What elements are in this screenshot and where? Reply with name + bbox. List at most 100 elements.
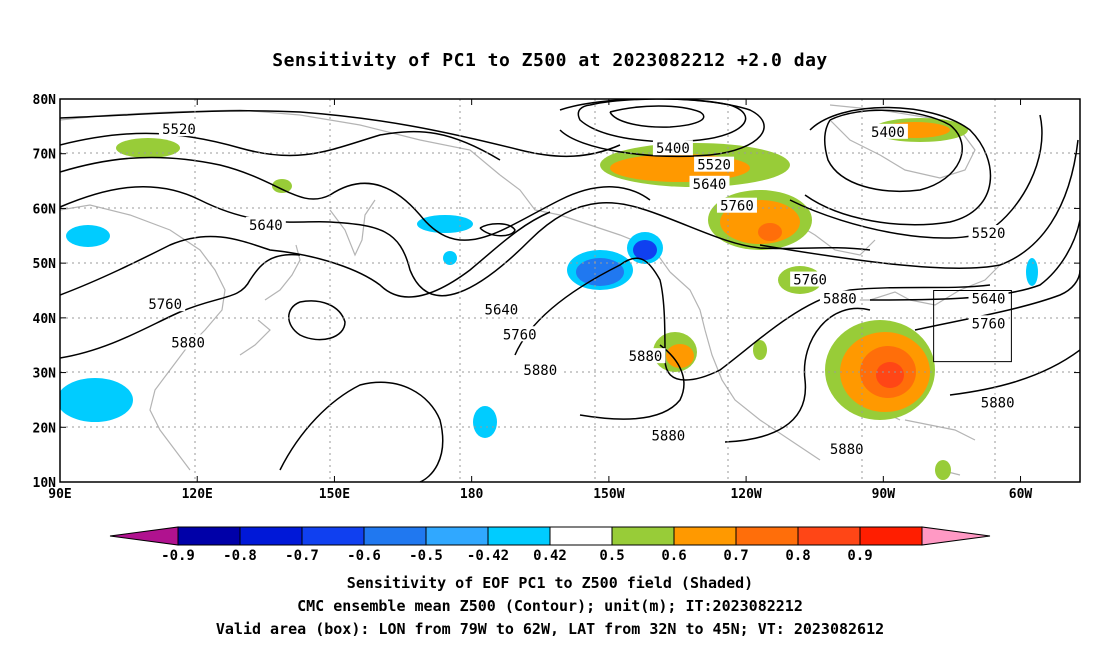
contour-label: 5640 xyxy=(245,216,286,234)
caption-line-2: CMC ensemble mean Z500 (Contour); unit(m… xyxy=(297,597,803,615)
contour-label-text: 5520 xyxy=(162,122,196,138)
contour-line xyxy=(579,344,685,420)
positive-region xyxy=(272,179,292,193)
axis-ticks xyxy=(59,98,1080,483)
contour-label: 5880 xyxy=(625,348,666,365)
colorbar-swatch xyxy=(177,526,241,546)
y-tick-label: 30N xyxy=(33,367,57,382)
contour-label: 5880 xyxy=(826,441,867,458)
contour-line xyxy=(724,307,871,443)
colorbar-swatch xyxy=(239,526,303,546)
colorbar-label: 0.7 xyxy=(723,548,748,564)
colorbar: -0.9 -0.8 -0.7 -0.6 -0.5 -0.42 0.42 0.5 0.6 0.7 0.… xyxy=(109,526,991,564)
contour-line xyxy=(60,185,871,297)
contour-label: 5760 xyxy=(790,271,831,289)
coastline-greenland xyxy=(829,104,976,179)
contour-label: 5760 xyxy=(145,296,186,313)
colorbar-swatch xyxy=(425,526,489,546)
y-tick-label: 10N xyxy=(33,476,57,491)
colorbar-swatch xyxy=(673,526,737,546)
x-tick-label: 180 xyxy=(460,487,484,502)
negative-region xyxy=(473,406,497,438)
x-tick-label: 120W xyxy=(730,487,761,502)
contour-label-text: 5640 xyxy=(485,303,519,319)
negative-region xyxy=(60,378,133,422)
contour-label-text: 5400 xyxy=(656,141,690,157)
y-tick-label: 70N xyxy=(33,148,57,163)
contour-line xyxy=(559,99,765,158)
contour-label: 5880 xyxy=(648,427,689,444)
y-tick-label: 60N xyxy=(33,202,57,217)
contour-line xyxy=(759,139,1079,269)
contour-label-text: 5640 xyxy=(972,292,1006,308)
contour-label-text: 5880 xyxy=(171,335,205,351)
contour-label: 5880 xyxy=(520,361,561,379)
colorbar-swatch xyxy=(797,526,861,546)
colorbar-swatch xyxy=(549,526,613,546)
grid xyxy=(60,99,1080,482)
negative-region xyxy=(576,258,624,286)
colorbar-swatch xyxy=(363,526,427,546)
x-tick-label: 90W xyxy=(872,487,896,502)
y-tick-label: 50N xyxy=(33,257,57,272)
contour-line xyxy=(804,106,992,226)
contour-label: 5880 xyxy=(977,394,1018,412)
contour-label: 5880 xyxy=(819,290,860,308)
contour-line xyxy=(949,349,1080,396)
contour-label: 5520 xyxy=(968,225,1009,242)
contour-line xyxy=(609,105,705,128)
contour-label-text: 5520 xyxy=(697,158,731,174)
caption-line-1: Sensitivity of EOF PC1 to Z500 field (Sh… xyxy=(346,574,754,592)
chart-title: Sensitivity of PC1 to Z500 at 2023082212… xyxy=(272,50,828,71)
contour-line xyxy=(60,211,551,298)
contour-label: 5760 xyxy=(499,326,540,343)
contour-line xyxy=(60,110,621,158)
colorbar-swatch xyxy=(859,526,923,546)
y-tick-label: 40N xyxy=(33,312,57,327)
contour-label-text: 5520 xyxy=(972,226,1006,242)
colorbar-label: -0.8 xyxy=(223,548,257,564)
colorbar-label: 0.6 xyxy=(661,548,686,564)
colorbar-swatch xyxy=(611,526,675,546)
contour-line xyxy=(869,219,1080,301)
contour-line xyxy=(823,109,963,192)
contour-label-text: 5640 xyxy=(693,177,727,193)
negative-region xyxy=(443,251,457,265)
contour-label: 5760 xyxy=(716,197,757,215)
x-tick-label: 120E xyxy=(182,487,213,502)
contour-label-text: 5760 xyxy=(720,199,754,215)
negative-region xyxy=(633,240,657,260)
contour-line xyxy=(279,381,444,482)
contour-label: 5400 xyxy=(867,123,908,141)
contour-line xyxy=(60,156,651,241)
positive-region xyxy=(758,223,782,241)
plot-frame xyxy=(59,98,1081,483)
contour-label: 5640 xyxy=(689,175,730,193)
contour-label-text: 5400 xyxy=(871,125,905,141)
contour-label-text: 5880 xyxy=(981,396,1015,412)
contour-line xyxy=(914,269,1080,331)
contour-label-text: 5880 xyxy=(830,442,864,458)
contour-label-text: 5640 xyxy=(249,218,283,234)
contour-label-text: 5880 xyxy=(823,292,857,308)
contour-label-text: 5880 xyxy=(629,349,663,365)
caption-line-3: Valid area (box): LON from 79W to 62W, L… xyxy=(215,620,885,638)
colorbar-swatch xyxy=(301,526,365,546)
colorbar-high-arrow xyxy=(921,526,991,546)
contour-label-text: 5760 xyxy=(148,297,182,313)
contour-labels: 5520 5640 5760 5880 5640 5760 5880 5880 5400 5520… xyxy=(145,121,1018,458)
colorbar-label: -0.7 xyxy=(285,548,319,564)
colorbar-low-arrow xyxy=(109,526,179,546)
contour-label-text: 5880 xyxy=(523,363,557,379)
y-tick-label: 20N xyxy=(33,421,57,436)
positive-region xyxy=(666,344,694,368)
coastline-kamchatka xyxy=(329,199,376,257)
x-tick-label: 90E xyxy=(48,487,71,502)
contour-label-text: 5880 xyxy=(651,428,685,444)
contour-label: 5640 xyxy=(481,301,522,319)
coastline-north-america-west xyxy=(669,271,821,461)
colorbar-label: 0.42 xyxy=(533,548,567,564)
colorbar-label: 0.8 xyxy=(785,548,810,564)
contour-label: 5520 xyxy=(158,121,199,138)
colorbar-label: -0.5 xyxy=(409,548,443,564)
